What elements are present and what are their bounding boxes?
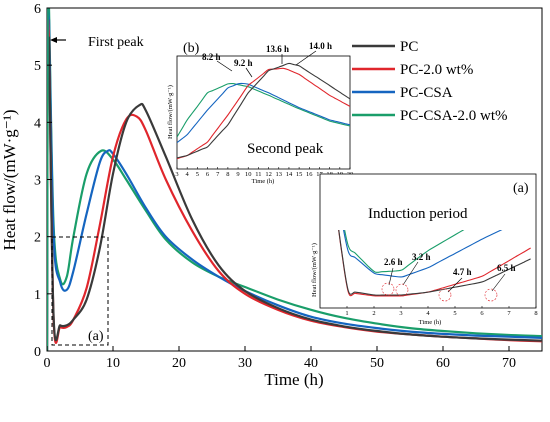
inset-a-panel-label: (a) bbox=[513, 181, 529, 196]
inset-a-x-tick-label-1: 1 bbox=[345, 310, 348, 317]
y-tick-label-3: 3 bbox=[34, 174, 41, 189]
inset-a-x-tick-label-2: 2 bbox=[372, 310, 375, 317]
peak-label-13-6h: 13.6 h bbox=[266, 44, 289, 54]
legend-label-pc-csa: PC-CSA bbox=[400, 85, 453, 101]
inset-b-x-tick-label-9: 9 bbox=[236, 171, 239, 178]
inset-a-x-tick-label-7: 7 bbox=[507, 310, 511, 317]
x-tick-label-40: 40 bbox=[304, 356, 318, 371]
x-tick-label-20: 20 bbox=[172, 356, 186, 371]
legend-label-pc-2: PC-2.0 wt% bbox=[400, 62, 473, 78]
min-arrow-3-2h bbox=[402, 261, 419, 286]
inset-b-x-tick-label-12: 12 bbox=[265, 171, 272, 178]
min-label-4-7h: 4.7 h bbox=[453, 267, 472, 277]
x-tick-label-50: 50 bbox=[370, 356, 384, 371]
min-label-6-5h: 6.5 h bbox=[497, 263, 516, 273]
inset-b-x-tick-label-5: 5 bbox=[196, 171, 199, 178]
x-tick-label-60: 60 bbox=[436, 356, 450, 371]
legend-label-pc: PC bbox=[400, 39, 418, 55]
inset-b-line-pc-csa bbox=[177, 82, 350, 144]
legend: PC PC-2.0 wt% PC-CSA PC-CSA-2.0 wt% bbox=[352, 39, 508, 124]
inset-a-line-pc bbox=[338, 230, 531, 296]
y-tick-label-1: 1 bbox=[34, 288, 41, 303]
peak-arrow-9-2h bbox=[245, 67, 253, 78]
inset-b-x-tick-label-3: 3 bbox=[175, 171, 178, 178]
inset-b-x-tick-label-15: 15 bbox=[296, 171, 303, 178]
peak-label-9-2h: 9.2 h bbox=[234, 58, 253, 68]
zoom-box-label: (a) bbox=[88, 329, 104, 344]
y-axis-title: Heat flow/(mW·g⁻¹) bbox=[0, 109, 19, 250]
inset-b-y-title: Heat flow/(mW·g⁻¹) bbox=[167, 85, 174, 139]
inset-b-panel-label: (b) bbox=[183, 41, 200, 56]
inset-b-x-tick-label-4: 4 bbox=[186, 171, 190, 178]
peak-label-8-2h: 8.2 h bbox=[202, 52, 221, 62]
x-tick-label-30: 30 bbox=[238, 356, 252, 371]
inset-b-line-pc-csa-2-0-wt bbox=[177, 82, 350, 138]
first-peak-label: First peak bbox=[88, 35, 144, 50]
inset-b: 34567891011121314151617181920 (b) Second… bbox=[167, 41, 353, 185]
inset-a-x-tick-label-6: 6 bbox=[480, 310, 484, 317]
y-tick-label-2: 2 bbox=[34, 231, 41, 246]
y-tick-label-6: 6 bbox=[34, 2, 41, 17]
inset-b-x-tick-label-16: 16 bbox=[306, 171, 313, 178]
inset-b-title: Second peak bbox=[247, 141, 324, 157]
min-marker-2-6h bbox=[381, 282, 395, 296]
inset-b-x-tick-label-10: 10 bbox=[245, 171, 252, 178]
min-marker-6-5h bbox=[484, 288, 498, 302]
inset-b-x-tick-label-7: 7 bbox=[216, 171, 220, 178]
inset-b-line-pc bbox=[177, 62, 350, 159]
y-tick-label-5: 5 bbox=[34, 59, 41, 74]
inset-a-x-tick-label-8: 8 bbox=[534, 310, 537, 317]
first-peak-arrowhead bbox=[50, 37, 57, 43]
min-arrow-4-7h bbox=[447, 277, 463, 293]
zoom-box bbox=[51, 236, 109, 346]
inset-a-line-pc-csa-2-0-wt bbox=[344, 230, 465, 273]
legend-label-pc-csa-2: PC-CSA-2.0 wt% bbox=[400, 108, 508, 124]
inset-a-x-tick-label-3: 3 bbox=[399, 310, 402, 317]
inset-b-x-title: Time (h) bbox=[252, 178, 275, 185]
inset-b-series-group bbox=[177, 62, 350, 160]
inset-b-x-tick-label-14: 14 bbox=[286, 171, 293, 178]
peak-arrow-14-0h bbox=[295, 50, 317, 66]
series-line-pc bbox=[47, 36, 542, 342]
inset-a-x-tick-label-5: 5 bbox=[453, 310, 456, 317]
min-label-2-6h: 2.6 h bbox=[384, 257, 403, 267]
peak-label-14-0h: 14.0 h bbox=[309, 41, 332, 51]
series-line-pc-csa-2-0-wt bbox=[47, 8, 542, 338]
inset-a-x-tick-label-4: 4 bbox=[426, 310, 430, 317]
inset-a: 1 2 3 4 5 6 7 8 (a) Induction period Time (h) H… bbox=[311, 173, 538, 326]
min-arrow-2-6h bbox=[388, 267, 394, 286]
inset-a-frame bbox=[319, 173, 537, 309]
inset-a-x-title: Time (h) bbox=[419, 319, 442, 326]
inset-a-title: Induction period bbox=[368, 206, 468, 222]
min-marker-4-7h bbox=[438, 288, 452, 302]
inset-a-ticks: 1 2 3 4 5 6 7 8 bbox=[345, 306, 538, 317]
inset-b-x-tick-label-11: 11 bbox=[255, 171, 261, 178]
x-axis-title: Time (h) bbox=[264, 370, 323, 389]
y-tick-label-0: 0 bbox=[34, 345, 41, 360]
x-tick-label-70: 70 bbox=[502, 356, 516, 371]
x-tick-label-0: 0 bbox=[44, 356, 51, 371]
inset-b-line-pc-2-0-wt bbox=[177, 67, 350, 160]
inset-a-y-title: Heat flow/(mW·g⁻¹) bbox=[311, 243, 318, 297]
min-arrow-6-5h bbox=[491, 273, 506, 292]
inset-b-x-tick-label-6: 6 bbox=[206, 171, 210, 178]
inset-b-x-tick-label-8: 8 bbox=[226, 171, 229, 178]
x-tick-label-10: 10 bbox=[106, 356, 120, 371]
min-marker-3-2h bbox=[395, 283, 409, 297]
inset-a-series-group bbox=[338, 230, 531, 297]
series-line-pc-csa bbox=[47, 19, 542, 339]
min-label-3-2h: 3.2 h bbox=[412, 252, 431, 262]
inset-b-x-tick-label-13: 13 bbox=[276, 171, 283, 178]
peak-arrow-8-2h bbox=[216, 60, 233, 72]
y-tick-label-4: 4 bbox=[34, 116, 41, 131]
inset-a-line-pc-csa bbox=[343, 230, 503, 278]
